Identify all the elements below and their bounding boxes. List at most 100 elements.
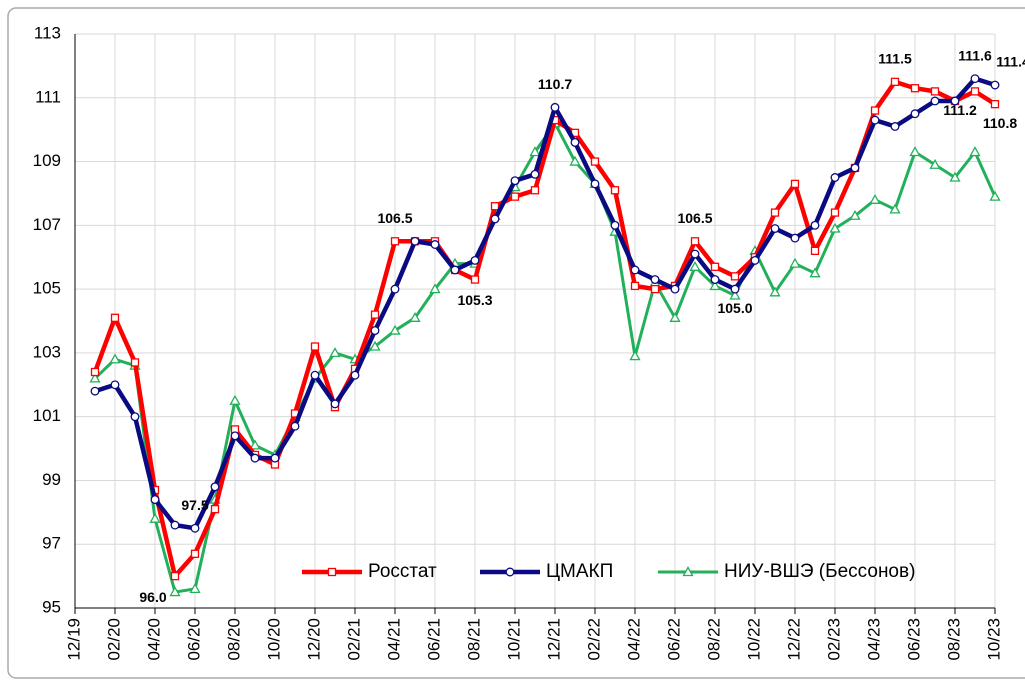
data-point	[210, 504, 220, 514]
y-tick-label: 113	[34, 23, 61, 42]
y-tick-label: 97	[42, 534, 61, 553]
data-point	[590, 179, 600, 189]
data-point	[110, 313, 120, 322]
data-point	[310, 370, 320, 380]
data-point	[610, 186, 620, 195]
data-point	[730, 272, 740, 281]
data-point	[89, 372, 101, 383]
data-point	[470, 275, 480, 284]
data-point	[990, 100, 1000, 109]
data-point	[689, 260, 701, 271]
data-point	[929, 158, 941, 169]
data-label: 111.2	[943, 102, 977, 118]
x-tick-label: 02/23	[824, 618, 843, 661]
data-point	[909, 146, 921, 157]
data-point	[429, 283, 441, 294]
data-point	[329, 347, 341, 358]
data-point	[390, 284, 400, 294]
series-line	[94, 76, 996, 531]
data-point	[849, 209, 861, 220]
data-point	[830, 208, 840, 217]
data-point	[369, 340, 381, 351]
x-tick-label: 12/21	[544, 618, 563, 661]
data-point	[130, 358, 140, 367]
x-tick-label: 04/23	[864, 618, 883, 661]
y-tick-label: 107	[33, 215, 61, 234]
x-tick-label: 08/22	[704, 618, 723, 661]
data-point	[709, 280, 721, 291]
data-point	[930, 96, 940, 106]
data-point	[149, 512, 161, 523]
x-tick-label: 12/20	[304, 618, 323, 661]
data-point	[870, 115, 880, 125]
legend-label: Росстат	[368, 561, 437, 582]
data-point	[670, 284, 680, 294]
data-label: 105.3	[457, 292, 492, 308]
legend-marker	[682, 566, 694, 577]
data-label: 110.7	[538, 76, 572, 92]
data-point	[970, 74, 980, 84]
data-point	[770, 224, 780, 233]
data-point	[530, 186, 540, 195]
data-point	[630, 265, 640, 275]
data-point	[249, 439, 261, 450]
chart-frame	[7, 7, 1025, 679]
data-label: 96.0	[139, 589, 166, 605]
data-point	[529, 146, 541, 157]
y-tick-label: 99	[42, 470, 61, 489]
x-tick-label: 08/23	[944, 618, 963, 661]
data-point	[890, 77, 900, 86]
data-point	[870, 106, 880, 115]
data-point	[290, 421, 300, 431]
data-point	[969, 146, 981, 157]
data-point	[510, 176, 520, 186]
y-tick-label: 109	[33, 151, 61, 170]
data-point	[730, 284, 740, 294]
data-point	[450, 265, 460, 275]
x-tick-label: 10/23	[984, 618, 1003, 661]
data-point	[490, 202, 500, 211]
x-tick-label: 10/21	[504, 618, 523, 661]
data-point	[590, 157, 600, 166]
data-label: 106.5	[677, 210, 712, 226]
data-point	[710, 262, 720, 271]
data-point	[850, 163, 860, 173]
data-point	[990, 80, 1000, 90]
data-point	[170, 520, 180, 530]
data-point	[950, 96, 960, 106]
x-tick-label: 06/21	[424, 618, 443, 661]
data-point	[750, 255, 760, 265]
data-point	[970, 87, 980, 96]
data-label: 97.5	[181, 497, 208, 513]
data-point	[729, 289, 741, 300]
x-tick-label: 08/20	[224, 618, 243, 661]
x-tick-label: 12/22	[784, 618, 803, 661]
data-point	[170, 571, 180, 581]
data-label: 111.6	[958, 47, 992, 63]
x-tick-label: 12/19	[64, 618, 83, 661]
data-point	[250, 453, 260, 463]
data-point	[310, 342, 320, 351]
data-point	[389, 324, 401, 335]
data-label: 111.4	[996, 54, 1025, 70]
data-point	[869, 193, 881, 204]
y-tick-label: 95	[42, 597, 61, 616]
legend-marker	[327, 567, 337, 577]
data-point	[430, 240, 440, 249]
data-point	[130, 412, 140, 422]
data-point	[190, 549, 200, 558]
data-point	[370, 326, 380, 336]
data-point	[90, 367, 100, 377]
data-point	[650, 284, 660, 294]
x-tick-label: 06/22	[664, 618, 683, 661]
data-label: 105.0	[717, 300, 752, 316]
data-point	[790, 179, 800, 189]
series-line	[92, 79, 997, 579]
data-label: 111.5	[878, 51, 912, 67]
data-point	[390, 237, 400, 246]
data-point	[669, 311, 681, 322]
data-label: 110.8	[983, 115, 1017, 131]
data-point	[530, 169, 540, 179]
y-tick-label: 103	[33, 342, 61, 361]
